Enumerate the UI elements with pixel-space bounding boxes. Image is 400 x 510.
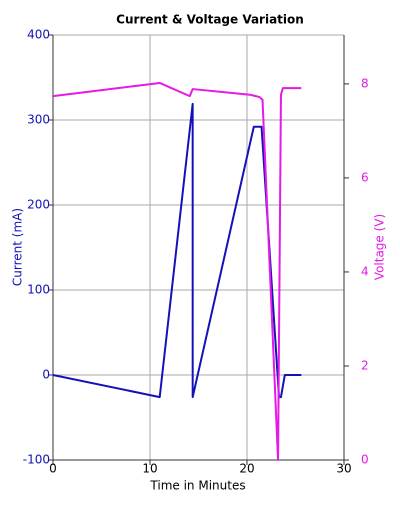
y-tick-label: 100 [27, 283, 50, 297]
y2-tick-label: 6 [361, 170, 369, 184]
y2-tick-label: 2 [361, 358, 369, 372]
x-tick-label: 10 [142, 462, 157, 476]
x-axis-label: Time in Minutes [149, 479, 245, 493]
y-tick-label: -100 [23, 453, 50, 467]
y2-tick-label: 8 [361, 76, 369, 90]
x-tick-label: 20 [239, 462, 254, 476]
line-series [52, 102, 302, 399]
y-axis-label: Current (mA) [11, 208, 25, 286]
y2-axis-label: Voltage (V) [373, 214, 387, 280]
x-tick-label: 30 [336, 462, 351, 476]
y-tick-label: 0 [42, 368, 50, 382]
chart-title: Current & Voltage Variation [116, 13, 304, 27]
y-tick-label: 300 [27, 113, 50, 127]
y2-tick-label: 4 [361, 264, 369, 278]
x-tick-label: 0 [49, 462, 57, 476]
line-series [52, 81, 302, 461]
y-tick-label: 400 [27, 28, 50, 42]
y-tick-label: 200 [27, 198, 50, 212]
y2-tick-label: 0 [361, 453, 369, 467]
